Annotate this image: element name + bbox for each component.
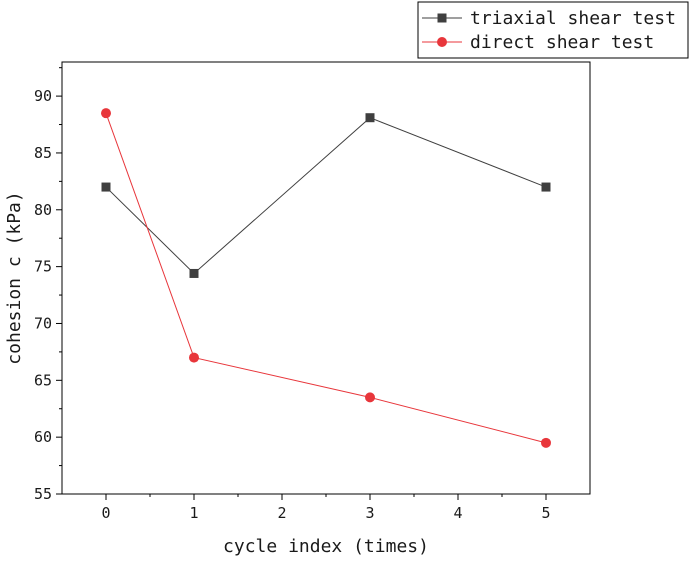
legend: triaxial shear test direct shear test — [417, 1, 689, 59]
x-tick-label: 4 — [453, 504, 462, 522]
y-axis: 55 60 65 70 75 80 85 90 — [34, 67, 62, 503]
x-tick-label: 3 — [365, 504, 374, 522]
y-tick-label: 70 — [34, 314, 52, 332]
plot-frame — [61, 61, 591, 495]
data-point-square — [101, 182, 111, 192]
legend-marker-square — [437, 13, 447, 23]
data-point-circle — [541, 437, 551, 448]
legend-box — [417, 1, 689, 59]
y-tick-label: 80 — [34, 201, 52, 219]
y-tick-label: 85 — [34, 144, 52, 162]
y-tick-label: 90 — [34, 87, 52, 105]
legend-marker-circle — [437, 37, 447, 47]
x-tick-label: 1 — [189, 504, 198, 522]
x-axis-title: cycle index (times) — [223, 536, 429, 557]
x-tick-label: 2 — [277, 504, 286, 522]
data-point-square — [541, 182, 551, 192]
data-point-square — [189, 268, 199, 278]
y-tick-label: 75 — [34, 258, 52, 276]
data-point-square — [365, 113, 375, 123]
x-tick-label: 0 — [101, 504, 110, 522]
y-axis-title: cohesion c (kPa) — [4, 191, 25, 364]
y-tick-label: 65 — [34, 371, 52, 389]
x-axis: 0 1 2 3 4 5 — [101, 494, 551, 522]
legend-label: triaxial shear test — [470, 8, 676, 29]
y-tick-label: 55 — [34, 485, 52, 503]
series-layer — [101, 108, 551, 448]
series-line-0 — [105, 117, 547, 275]
x-tick-label: 5 — [541, 504, 550, 522]
data-point-circle — [189, 352, 199, 363]
y-tick-label: 60 — [34, 428, 52, 446]
series-line-1 — [105, 112, 547, 444]
data-point-circle — [365, 392, 375, 403]
data-point-circle — [101, 108, 111, 119]
legend-label: direct shear test — [470, 32, 654, 53]
